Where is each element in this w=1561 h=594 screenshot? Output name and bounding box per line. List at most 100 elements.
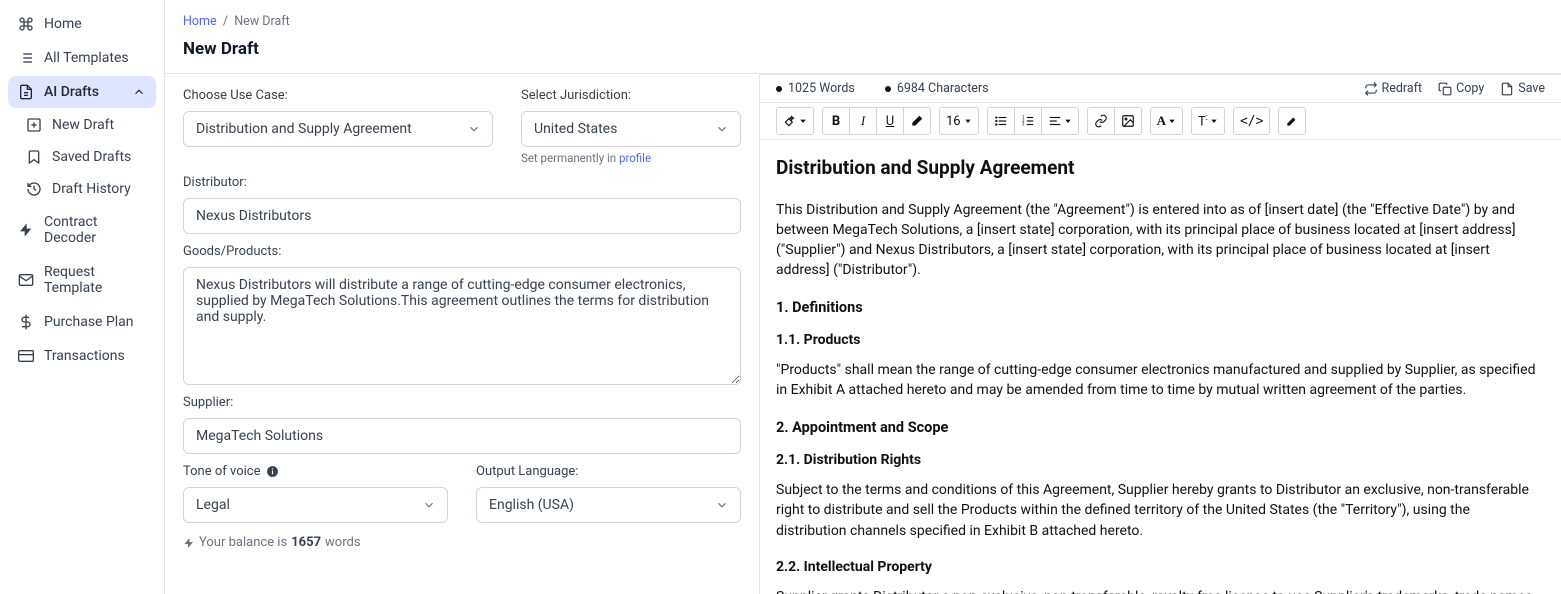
jurisdiction-hint: Set permanently in profile [521,151,741,165]
refresh-icon [1364,82,1378,96]
highlight-button[interactable] [1278,107,1306,135]
history-icon [26,181,42,197]
chevron-up-icon [132,85,146,99]
nav-purchase-plan[interactable]: Purchase Plan [8,306,156,338]
breadcrumb: Home / New Draft [165,0,1561,29]
card-icon [18,348,34,364]
link-button[interactable] [1087,107,1115,135]
nav-saved-drafts[interactable]: Saved Drafts [16,142,156,172]
nav-label: Contract Decoder [44,214,146,246]
use-case-select[interactable]: Distribution and Supply Agreement [183,111,493,147]
image-button[interactable] [1114,107,1142,135]
lang-label: Output Language: [476,464,741,479]
doc-subsection: 2.1. Distribution Rights [776,450,1541,470]
doc-section: 2. Appointment and Scope [776,417,1541,438]
nav-label: Transactions [44,348,125,364]
nav-label: AI Drafts [44,84,99,100]
breadcrumb-sep: / [220,14,231,29]
doc-intro: This Distribution and Supply Agreement (… [776,200,1541,281]
profile-link[interactable]: profile [619,151,651,165]
nav-ai-drafts[interactable]: AI Drafts [8,76,156,108]
underline-button[interactable]: U [876,107,904,135]
doc-body: "Products" shall mean the range of cutti… [776,360,1541,401]
dollar-icon [18,314,34,330]
nav-label: Draft History [52,181,131,197]
nav-new-draft[interactable]: New Draft [16,110,156,140]
save-button[interactable]: Save [1500,81,1545,96]
sidebar: Home All Templates AI Drafts New Draft S… [0,0,165,594]
doc-title: Distribution and Supply Agreement [776,154,1541,182]
list-icon [18,50,34,66]
italic-button[interactable]: I [849,107,877,135]
nav-contract-decoder[interactable]: Contract Decoder [8,206,156,254]
use-case-label: Choose Use Case: [183,88,493,103]
nav-draft-history[interactable]: Draft History [16,174,156,204]
fontsize-select[interactable]: 16 [939,107,979,135]
svg-text:3: 3 [1022,122,1025,127]
align-button[interactable] [1041,107,1079,135]
jurisdiction-select[interactable]: United States [521,111,741,147]
plus-square-icon [26,117,42,133]
jurisdiction-label: Select Jurisdiction: [521,88,741,103]
command-icon [18,16,34,32]
editor-toolbar: B I U 16 123 [760,102,1561,140]
doc-body: Supplier grants Distributor a non-exclus… [776,587,1541,594]
page-title: New Draft [165,29,1561,74]
nav-label: New Draft [52,117,114,133]
ol-button[interactable]: 123 [1014,107,1042,135]
supplier-input[interactable] [183,418,741,454]
char-count: 6984 Characters [885,81,989,96]
magic-button[interactable] [776,107,814,135]
distributor-input[interactable] [183,198,741,234]
nav-label: Request Template [44,264,146,296]
tone-select[interactable]: Legal [183,487,448,523]
code-button[interactable]: </> [1233,107,1270,135]
nav-all-templates[interactable]: All Templates [8,42,156,74]
breadcrumb-home[interactable]: Home [183,14,217,29]
workspace: Choose Use Case: Distribution and Supply… [165,74,1561,594]
nav-label: Home [44,16,82,32]
supplier-label: Supplier: [183,395,741,410]
goods-textarea[interactable]: Nexus Distributors will distribute a ran… [183,267,741,385]
editor-topbar: 1025 Words 6984 Characters Redraft [760,75,1561,102]
dot-icon [776,86,782,92]
file-icon [1500,82,1514,96]
distributor-label: Distributor: [183,175,741,190]
nav-home[interactable]: Home [8,8,156,40]
nav-label: Saved Drafts [52,149,131,165]
nav-label: Purchase Plan [44,314,134,330]
balance-text: Your balance is 1657 words [183,535,741,550]
main: Home / New Draft New Draft Choose Use Ca… [165,0,1561,594]
nav-request-template[interactable]: Request Template [8,256,156,304]
copy-button[interactable]: Copy [1438,81,1484,96]
doc-subsection: 1.1. Products [776,330,1541,350]
file-icon [18,84,34,100]
doc-subsection: 2.2. Intellectual Property [776,557,1541,577]
bookmark-icon [26,149,42,165]
redraft-button[interactable]: Redraft [1364,81,1423,96]
doc-body: Subject to the terms and conditions of t… [776,480,1541,541]
doc-section: 1. Definitions [776,297,1541,318]
nav-transactions[interactable]: Transactions [8,340,156,372]
textstyle-button[interactable]: T: [1191,107,1225,135]
info-icon[interactable] [266,465,279,478]
goods-label: Goods/Products: [183,244,741,259]
nav-label: All Templates [44,50,129,66]
copy-icon [1438,82,1452,96]
editor-content[interactable]: Distribution and Supply Agreement This D… [760,140,1561,594]
bold-button[interactable]: B [822,107,850,135]
bolt-icon [18,222,34,238]
dot-icon [885,86,891,92]
ul-button[interactable] [987,107,1015,135]
eraser-button[interactable] [903,107,931,135]
word-count: 1025 Words [776,81,855,96]
bolt-icon [183,537,195,549]
nav-ai-drafts-sub: New Draft Saved Drafts Draft History [8,110,156,204]
tone-label: Tone of voice [183,464,448,479]
fontcolor-button[interactable]: A [1150,107,1183,135]
editor-panel: 1025 Words 6984 Characters Redraft [760,74,1561,594]
lang-select[interactable]: English (USA) [476,487,741,523]
mail-icon [18,272,34,288]
breadcrumb-current: New Draft [234,14,289,29]
form-panel: Choose Use Case: Distribution and Supply… [165,74,760,594]
